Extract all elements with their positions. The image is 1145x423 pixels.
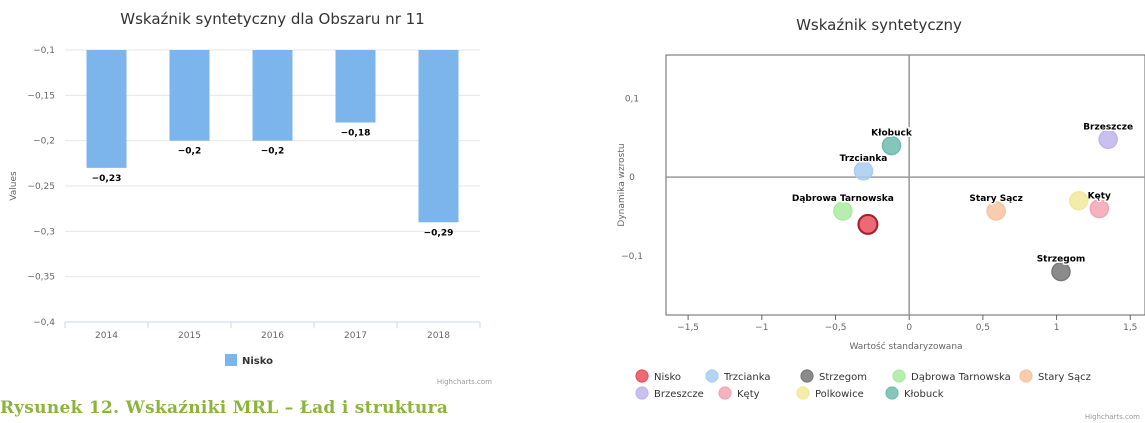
legend-symbol xyxy=(892,369,906,383)
legend-item-label: Kłobuck xyxy=(904,389,944,400)
y-tick-label: −0,1 xyxy=(621,252,643,262)
data-point xyxy=(881,135,902,156)
y-tick-label: 0,1 xyxy=(625,94,639,104)
y-tick-label: −0,1 xyxy=(33,46,55,56)
data-label: −0,2 xyxy=(178,147,201,157)
legend-symbol xyxy=(885,386,899,400)
bar xyxy=(252,50,293,141)
x-axis-label: Wartość standaryzowana xyxy=(849,341,962,352)
x-tick-label: 2016 xyxy=(261,331,284,341)
highlighted-point-ring xyxy=(857,213,879,235)
x-tick-label: 2018 xyxy=(427,331,450,341)
bar xyxy=(418,50,459,223)
data-label: −0,23 xyxy=(92,174,122,184)
legend-item-label: Brzeszcze xyxy=(654,389,704,400)
scatter-chart: Wskaźnik syntetyczny −1,5 −1 −0,5 0 0,5 1 1,5 0,… xyxy=(617,16,1145,421)
legend-item-label: Kęty xyxy=(737,389,760,400)
legend-item-label: Nisko xyxy=(242,356,273,367)
data-point xyxy=(853,161,874,181)
legend-item-label: Nisko xyxy=(654,372,681,383)
credits: Highcharts.com xyxy=(1085,413,1140,421)
y-tick-label: −0,2 xyxy=(33,137,55,147)
chart-title: Wskaźnik syntetyczny dla Obszaru nr 11 xyxy=(120,10,424,28)
data-point xyxy=(833,201,853,221)
point-label: Kłobuck xyxy=(871,129,913,139)
x-tick-label: 0,5 xyxy=(976,323,990,333)
legend-item-label: Trzcianka xyxy=(723,372,770,383)
legend-item-label: Polkowice xyxy=(815,389,864,400)
y-tick-label: −0,35 xyxy=(27,273,55,283)
credits: Highcharts.com xyxy=(437,378,492,386)
x-tick-label: −1 xyxy=(755,323,768,333)
data-label: −0,29 xyxy=(424,228,454,238)
x-tick-label: 1 xyxy=(1054,323,1060,333)
x-tick-label: 1,5 xyxy=(1123,323,1137,333)
y-tick-label: −0,15 xyxy=(27,91,55,101)
legend-symbol xyxy=(225,354,237,366)
x-tick-label: 2015 xyxy=(178,331,201,341)
data-label: −0,2 xyxy=(261,147,284,157)
x-tick-label: 2014 xyxy=(95,331,118,341)
legend-item-label: Strzegom xyxy=(819,372,867,383)
legend-symbol xyxy=(718,386,732,400)
data-point xyxy=(986,201,1006,221)
legend-symbol xyxy=(800,369,814,383)
legend-symbol xyxy=(796,386,810,400)
legend-item-label: Dąbrowa Tarnowska xyxy=(911,372,1011,383)
data-label: −0,18 xyxy=(341,129,371,139)
point-label: Trzcianka xyxy=(840,154,888,164)
point-label: Dąbrowa Tarnowska xyxy=(792,194,894,204)
y-tick-label: −0,4 xyxy=(33,318,55,328)
data-point xyxy=(1089,198,1110,219)
legend-symbol xyxy=(635,386,649,400)
bar xyxy=(169,50,210,141)
point-label: Stary Sącz xyxy=(969,194,1022,204)
legend-item-label: Stary Sącz xyxy=(1038,372,1091,383)
legend-symbol xyxy=(1019,369,1033,383)
y-axis-label: Values xyxy=(9,171,19,201)
legend-symbol xyxy=(635,369,649,383)
bar xyxy=(86,50,127,168)
point-label: Strzegom xyxy=(1037,255,1086,265)
x-tick-label: −1,5 xyxy=(677,323,699,333)
data-point xyxy=(1098,129,1118,150)
x-tick-label: 2017 xyxy=(344,331,367,341)
point-label: Kęty xyxy=(1088,192,1111,202)
data-point xyxy=(1051,261,1071,282)
data-point xyxy=(1068,191,1089,211)
bar xyxy=(335,50,376,123)
legend-symbol xyxy=(705,369,719,383)
point-label: Brzeszcze xyxy=(1083,122,1133,132)
y-tick-label: −0,25 xyxy=(27,182,55,192)
chart-title: Wskaźnik syntetyczny xyxy=(796,16,962,34)
y-tick-label: 0 xyxy=(629,173,635,183)
x-tick-label: 0 xyxy=(906,323,912,333)
y-axis-label: Dynamika wzrostu xyxy=(617,143,627,226)
bar-chart: Wskaźnik syntetyczny dla Obszaru nr 11 −0… xyxy=(9,10,492,386)
y-tick-label: −0,3 xyxy=(33,227,55,237)
plot-border xyxy=(665,54,1145,316)
x-tick-label: −0,5 xyxy=(825,323,847,333)
figure-caption: Rysunek 12. Wskaźniki MRL – Ład i strukt… xyxy=(0,398,449,418)
